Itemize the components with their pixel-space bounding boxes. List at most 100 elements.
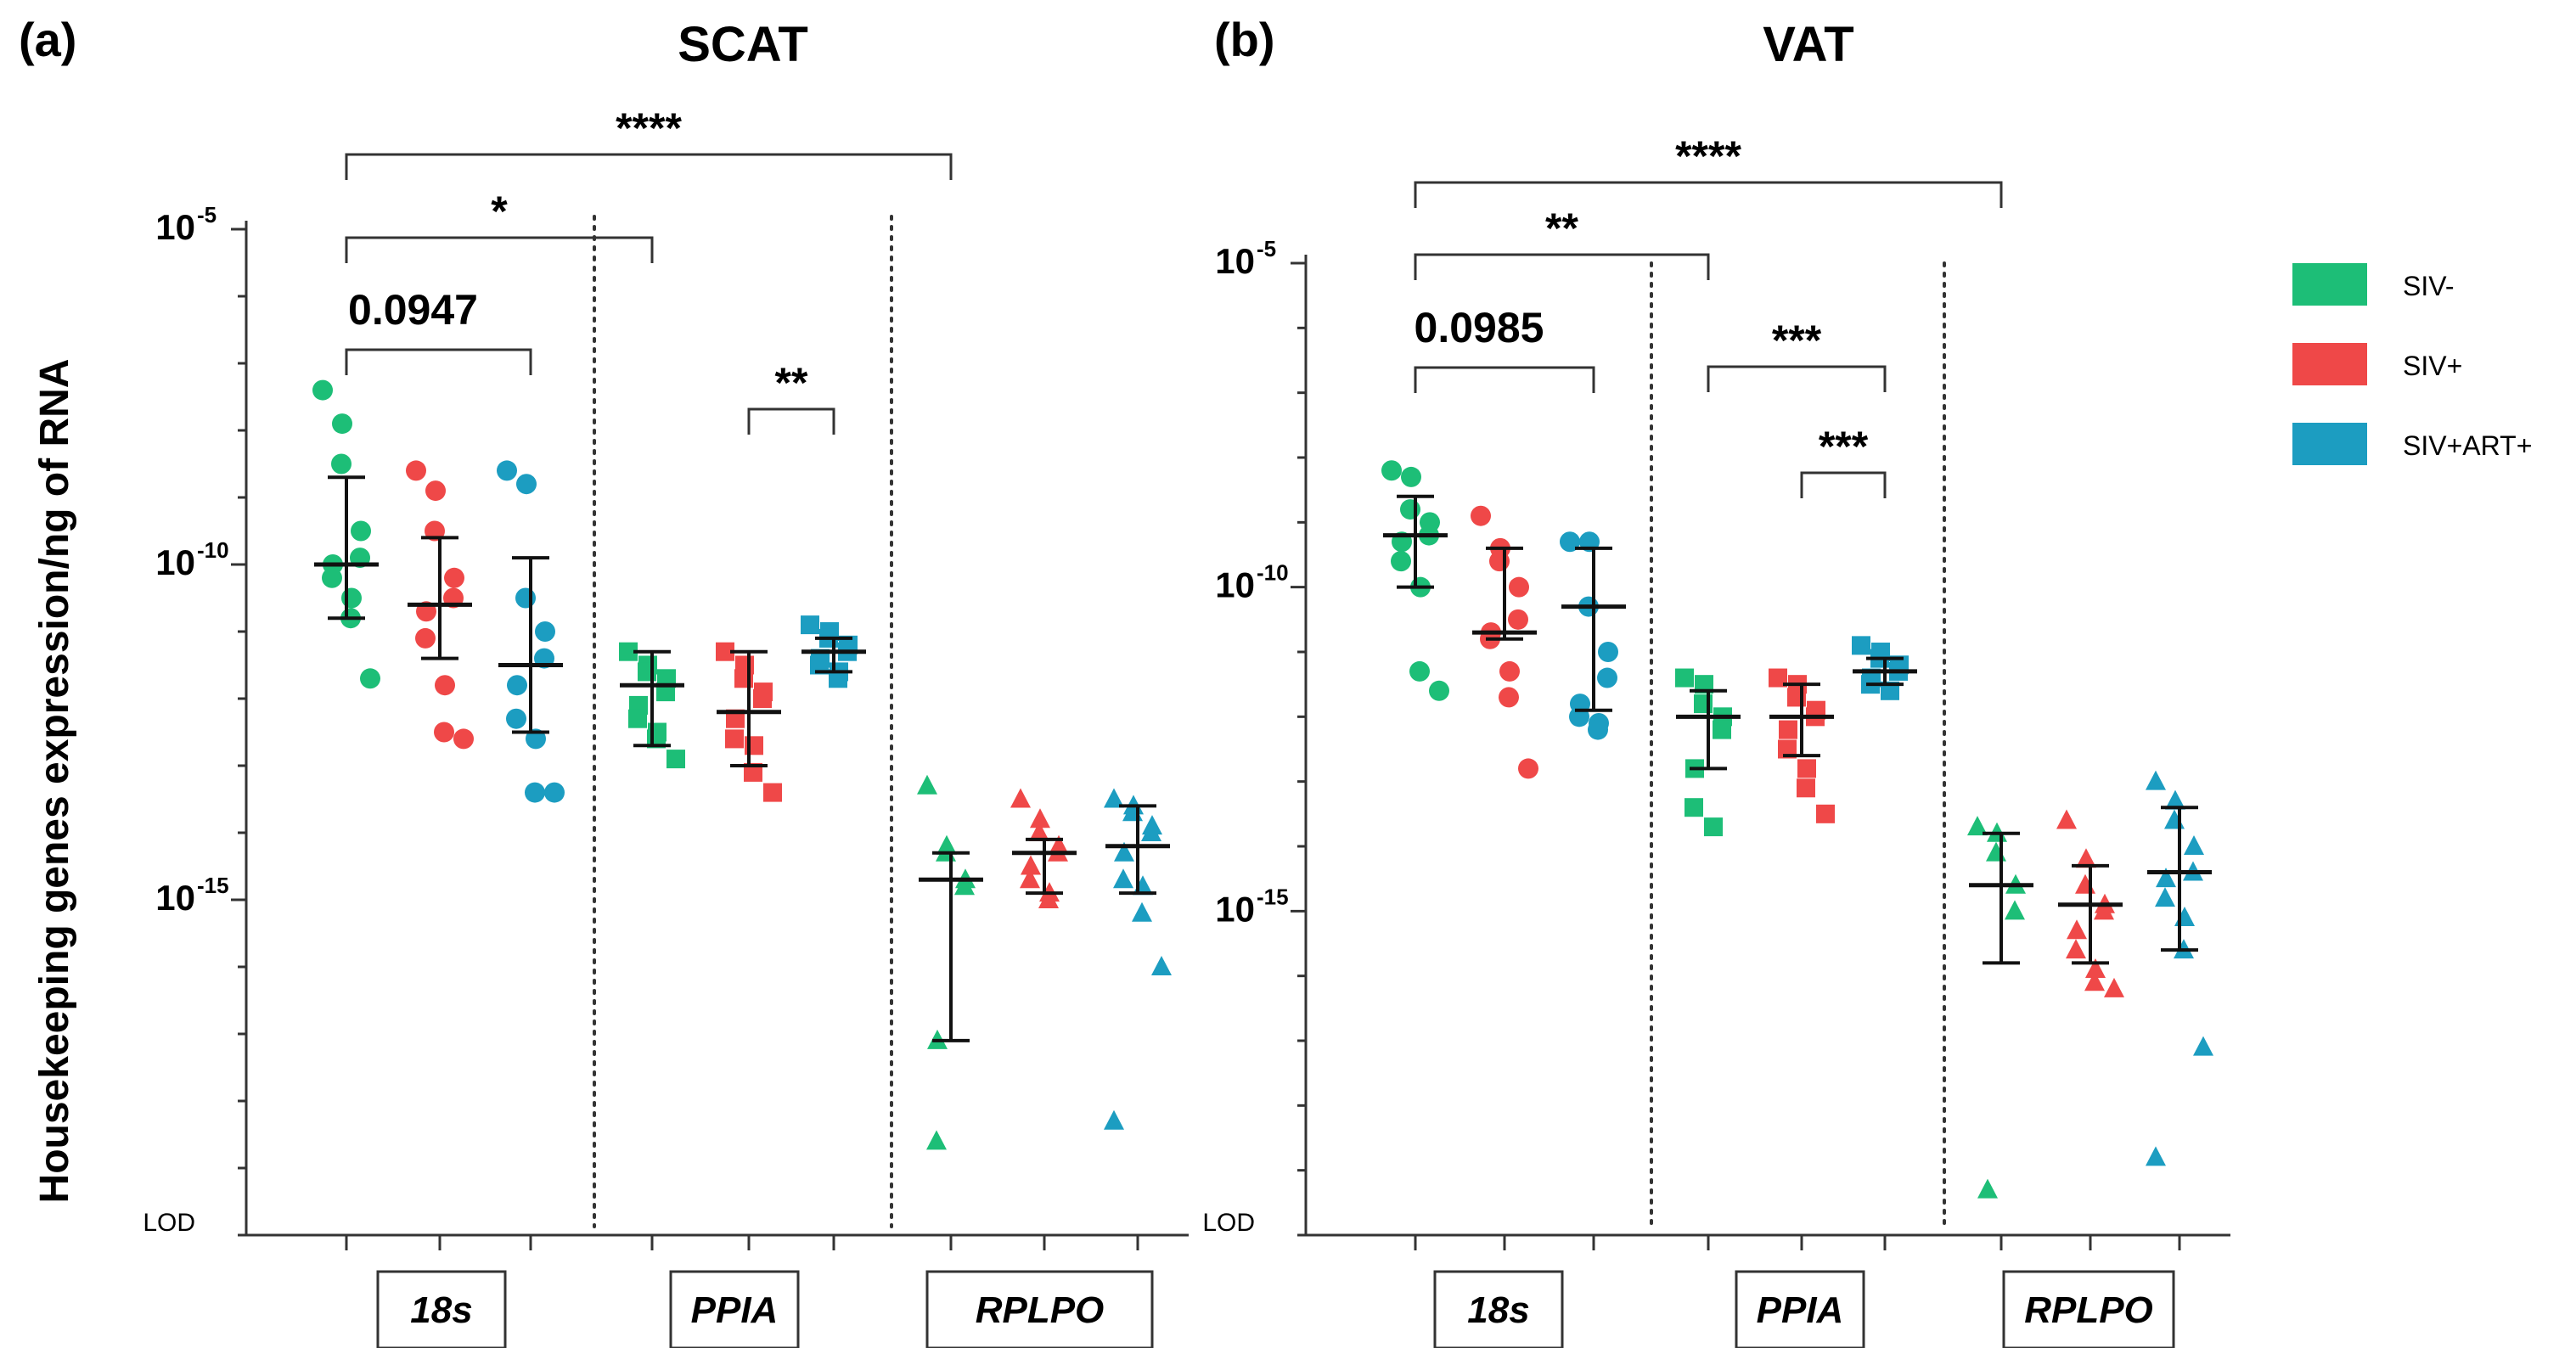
- data-point: [2084, 971, 2105, 991]
- y-tick-exponent: -15: [197, 873, 229, 898]
- data-point: [1029, 822, 1049, 841]
- gene-label-box: [669, 1270, 800, 1348]
- data-point: [435, 675, 455, 696]
- significance-bracket: [345, 153, 953, 180]
- data-point: [753, 689, 772, 708]
- significance-label: ***: [1819, 423, 1869, 470]
- data-point: [2193, 1036, 2213, 1056]
- data-point: [1675, 668, 1694, 688]
- data-point: [1391, 551, 1411, 572]
- data-point: [1598, 642, 1618, 662]
- data-point: [1852, 636, 1870, 655]
- data-point: [331, 453, 352, 475]
- y-tick-exponent: -5: [1257, 236, 1276, 261]
- data-point: [434, 722, 454, 743]
- data-point: [2085, 958, 2106, 979]
- data-point: [1151, 956, 1172, 975]
- y-axis-label: Housekeeping genes expression/ng of RNA: [32, 359, 77, 1204]
- data-point: [1381, 460, 1402, 481]
- significance-bracket: [1414, 181, 2003, 208]
- y-tick-exponent: -15: [1257, 884, 1289, 909]
- data-point: [716, 642, 734, 661]
- data-point: [801, 615, 819, 635]
- gene-label: RPLPO: [976, 1289, 1105, 1331]
- data-point: [1429, 680, 1449, 701]
- data-point: [2075, 873, 2095, 894]
- panel-letter: (b): [1214, 13, 1275, 66]
- data-point: [1499, 660, 1520, 682]
- data-point: [1020, 868, 1040, 889]
- data-point: [926, 1130, 947, 1150]
- gene-label-box: [2002, 1270, 2175, 1348]
- data-point: [2146, 1146, 2166, 1166]
- data-point: [1141, 822, 1161, 841]
- data-point: [1508, 609, 1528, 630]
- data-point: [1881, 681, 1899, 700]
- data-point: [1010, 788, 1031, 808]
- y-tick-label: 10: [155, 878, 195, 918]
- legend-swatch: [2292, 263, 2367, 306]
- significance-label: *: [491, 188, 508, 235]
- significance-label: ****: [1675, 132, 1741, 180]
- data-point: [1977, 1178, 1998, 1199]
- data-point: [1489, 551, 1510, 572]
- y-tick-label: 10: [1215, 889, 1255, 929]
- data-point: [1409, 660, 1430, 682]
- data-point: [1769, 668, 1787, 688]
- gene-label-box: [925, 1270, 1154, 1348]
- data-point: [497, 460, 517, 481]
- significance-label: **: [1545, 205, 1578, 252]
- data-point: [1597, 667, 1617, 688]
- data-point: [1401, 466, 1421, 487]
- data-point: [1797, 778, 1815, 798]
- gene-label: 18s: [410, 1289, 472, 1331]
- data-point: [1104, 1109, 1124, 1130]
- significance-bracket: [1800, 471, 1887, 498]
- data-point: [1778, 739, 1797, 759]
- legend-swatch: [2292, 423, 2367, 465]
- y-tick-exponent: -10: [1257, 560, 1289, 586]
- data-point: [666, 750, 685, 769]
- significance-label: 0.0985: [1415, 304, 1544, 351]
- data-point: [2155, 887, 2175, 907]
- significance-bracket: [747, 407, 835, 435]
- data-point: [2076, 848, 2096, 868]
- data-point: [1779, 720, 1797, 739]
- panel-title: SCAT: [678, 17, 808, 72]
- gene-label: RPLPO: [2024, 1289, 2153, 1331]
- gene-label: 18s: [1467, 1289, 1529, 1331]
- data-point: [725, 729, 744, 749]
- data-point: [1967, 816, 1988, 836]
- lod-label: LOD: [143, 1209, 195, 1237]
- significance-label: 0.0947: [348, 286, 478, 334]
- data-point: [1704, 817, 1723, 837]
- data-point: [2146, 770, 2166, 790]
- data-point: [1816, 804, 1835, 823]
- data-point: [2174, 906, 2195, 926]
- legend: SIV- SIV+ SIV+ART+: [2292, 263, 2532, 465]
- y-tick-exponent: -5: [197, 202, 217, 227]
- data-point: [444, 567, 464, 588]
- data-point: [1499, 687, 1519, 708]
- significance-bracket: [1707, 365, 1887, 392]
- data-point: [1695, 675, 1713, 694]
- data-point: [453, 728, 474, 750]
- data-point: [2184, 835, 2204, 855]
- y-tick-label: 10: [155, 542, 195, 582]
- data-point: [312, 379, 333, 401]
- data-point: [415, 627, 436, 649]
- data-point: [351, 520, 371, 542]
- data-point: [1038, 889, 1059, 908]
- data-point: [628, 709, 647, 728]
- data-point: [2104, 977, 2124, 997]
- legend-label: SIV+ART+: [2403, 430, 2532, 461]
- data-point: [744, 762, 762, 782]
- data-point: [2067, 919, 2087, 940]
- data-point: [2094, 900, 2114, 920]
- data-point: [1685, 798, 1703, 817]
- significance-bracket: [1414, 366, 1595, 393]
- legend-swatch: [2292, 343, 2367, 385]
- data-point: [1113, 868, 1133, 889]
- significance-bracket: [1414, 253, 1710, 280]
